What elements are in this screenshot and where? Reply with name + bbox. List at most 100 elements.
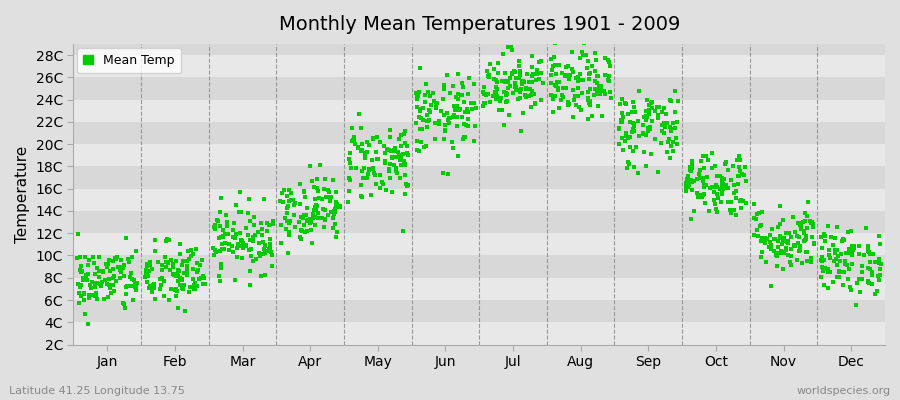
- Point: [781, 238, 796, 245]
- Point: [721, 184, 735, 191]
- Point: [576, 40, 590, 46]
- Point: [572, 54, 587, 61]
- Point: [797, 218, 812, 224]
- Point: [571, 93, 585, 99]
- Point: [115, 264, 130, 271]
- Point: [492, 106, 507, 113]
- Point: [827, 246, 842, 253]
- Point: [101, 293, 115, 300]
- Point: [177, 308, 192, 314]
- Point: [385, 154, 400, 160]
- Point: [670, 98, 685, 104]
- Point: [288, 224, 302, 230]
- Bar: [74, 233, 885, 256]
- Point: [74, 282, 88, 289]
- Point: [195, 273, 210, 279]
- Point: [715, 179, 729, 185]
- Point: [500, 90, 514, 96]
- Point: [143, 259, 157, 265]
- Point: [477, 91, 491, 98]
- Point: [832, 252, 846, 259]
- Point: [792, 248, 806, 254]
- Point: [513, 68, 527, 74]
- Point: [764, 242, 778, 248]
- Point: [442, 114, 456, 121]
- Point: [456, 136, 471, 142]
- Point: [329, 204, 344, 210]
- Point: [855, 263, 869, 270]
- Point: [685, 165, 699, 171]
- Point: [721, 166, 735, 173]
- Point: [834, 251, 849, 257]
- Point: [263, 242, 277, 248]
- Point: [437, 86, 452, 92]
- Point: [328, 206, 342, 212]
- Point: [544, 92, 558, 98]
- Point: [553, 62, 567, 68]
- Point: [266, 218, 280, 224]
- Point: [413, 126, 428, 132]
- Point: [148, 237, 162, 243]
- Point: [715, 180, 729, 186]
- Point: [614, 119, 628, 125]
- Point: [344, 165, 358, 172]
- Point: [255, 226, 269, 232]
- Point: [525, 92, 539, 98]
- Point: [74, 293, 88, 299]
- Point: [410, 95, 424, 101]
- Point: [710, 183, 724, 190]
- Point: [102, 256, 116, 263]
- Point: [695, 193, 709, 200]
- Point: [508, 84, 523, 90]
- Point: [412, 148, 427, 154]
- Point: [103, 268, 117, 274]
- Point: [418, 80, 433, 87]
- Point: [447, 103, 462, 110]
- Point: [292, 201, 307, 208]
- Point: [644, 124, 658, 130]
- Point: [393, 142, 408, 149]
- Point: [410, 92, 424, 99]
- Point: [800, 249, 814, 256]
- Point: [89, 296, 104, 302]
- Point: [400, 143, 415, 149]
- Point: [515, 81, 529, 87]
- Legend: Mean Temp: Mean Temp: [77, 48, 181, 73]
- Point: [326, 224, 340, 231]
- Point: [378, 150, 392, 156]
- Point: [581, 116, 596, 122]
- Bar: [74, 144, 885, 166]
- Point: [185, 266, 200, 272]
- Point: [140, 269, 155, 276]
- Point: [278, 215, 293, 222]
- Point: [842, 284, 857, 290]
- Point: [227, 220, 241, 226]
- Point: [288, 200, 302, 206]
- Point: [790, 257, 805, 264]
- Point: [689, 176, 704, 182]
- Point: [78, 310, 93, 317]
- Point: [212, 223, 227, 229]
- Point: [434, 108, 448, 114]
- Point: [189, 282, 203, 289]
- Point: [724, 177, 738, 184]
- Point: [643, 126, 657, 133]
- Point: [635, 122, 650, 128]
- Point: [758, 239, 772, 246]
- Point: [166, 264, 181, 270]
- Point: [96, 269, 111, 276]
- Point: [641, 128, 655, 134]
- Point: [834, 269, 849, 275]
- Point: [574, 107, 589, 113]
- Point: [750, 227, 764, 233]
- Bar: [74, 278, 885, 300]
- Point: [709, 209, 724, 216]
- Point: [814, 274, 829, 280]
- Point: [826, 242, 841, 248]
- Point: [739, 200, 753, 206]
- Point: [451, 153, 465, 160]
- Point: [376, 143, 391, 150]
- Point: [863, 250, 878, 257]
- Point: [181, 248, 195, 254]
- Point: [356, 175, 370, 181]
